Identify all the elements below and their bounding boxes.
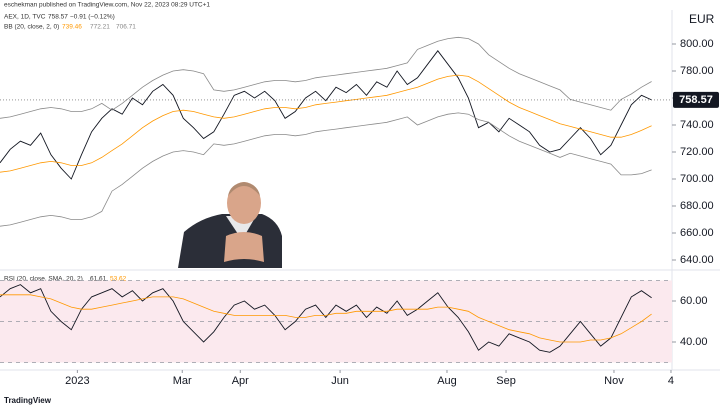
last-price-tag	[673, 91, 719, 108]
rsi-legend: RSI (20, close, SMA, 20, 2)	[4, 276, 83, 283]
rsi-ma-value: 53.62	[110, 276, 127, 283]
currency: EUR	[689, 12, 715, 26]
legend-last: 758.57	[48, 14, 68, 21]
rsi-value: 61.61	[90, 276, 107, 283]
y-tick-label: 660.00	[680, 227, 714, 239]
x-tick-label: Sep	[496, 375, 516, 387]
series-line	[0, 50, 652, 180]
y-tick-label: 740.00	[680, 119, 714, 131]
y-tick-label: 680.00	[680, 200, 714, 212]
x-tick-label: 4	[668, 375, 674, 387]
y2-tick-label: 60.00	[680, 295, 708, 307]
x-tick-label: Jun	[331, 375, 349, 387]
y-tick-label: 700.00	[680, 173, 714, 185]
publisher: eschekman published on TradingView.com, …	[4, 2, 210, 9]
last-price-label: 758.57	[679, 94, 713, 106]
footer-brand: TradingView	[4, 396, 52, 405]
x-tick-label: 2023	[65, 375, 89, 387]
x-tick-label: Nov	[604, 375, 624, 387]
legend-change: −0.91 (−0.12%)	[70, 14, 115, 21]
x-tick-label: Aug	[437, 375, 457, 387]
series-line	[0, 74, 652, 173]
y-tick-label: 640.00	[680, 254, 714, 266]
series-line	[0, 284, 652, 353]
y-tick-label: 780.00	[680, 65, 714, 77]
y-tick-label: 720.00	[680, 146, 714, 158]
x-tick-label: Mar	[173, 375, 192, 387]
bb-basis: 739.46	[62, 24, 82, 31]
bb-upper: 772.21	[90, 24, 110, 31]
y2-tick-label: 40.00	[680, 336, 708, 348]
legend-symbol: AEX, 1D, TVC	[4, 14, 46, 21]
bb-lower: 706.71	[116, 24, 136, 31]
photo	[178, 180, 282, 268]
x-tick-label: Apr	[232, 375, 249, 387]
y-tick-label: 800.00	[680, 38, 714, 50]
bb-legend: BB (20, close, 2, 0)	[4, 24, 59, 31]
series-line	[0, 112, 652, 227]
series-line	[0, 36, 652, 119]
series-line	[0, 294, 652, 343]
